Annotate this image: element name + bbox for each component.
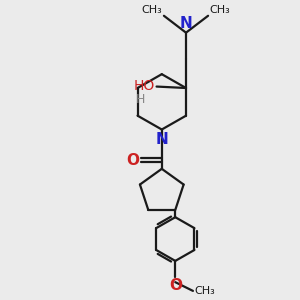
Text: N: N	[155, 132, 168, 147]
Text: CH₃: CH₃	[142, 4, 162, 15]
Text: O: O	[126, 153, 139, 168]
Text: CH₃: CH₃	[210, 4, 230, 15]
Text: N: N	[180, 16, 192, 31]
Text: O: O	[169, 278, 182, 293]
Text: CH₃: CH₃	[194, 286, 215, 296]
Text: HO: HO	[134, 79, 155, 93]
Text: H: H	[135, 93, 145, 106]
